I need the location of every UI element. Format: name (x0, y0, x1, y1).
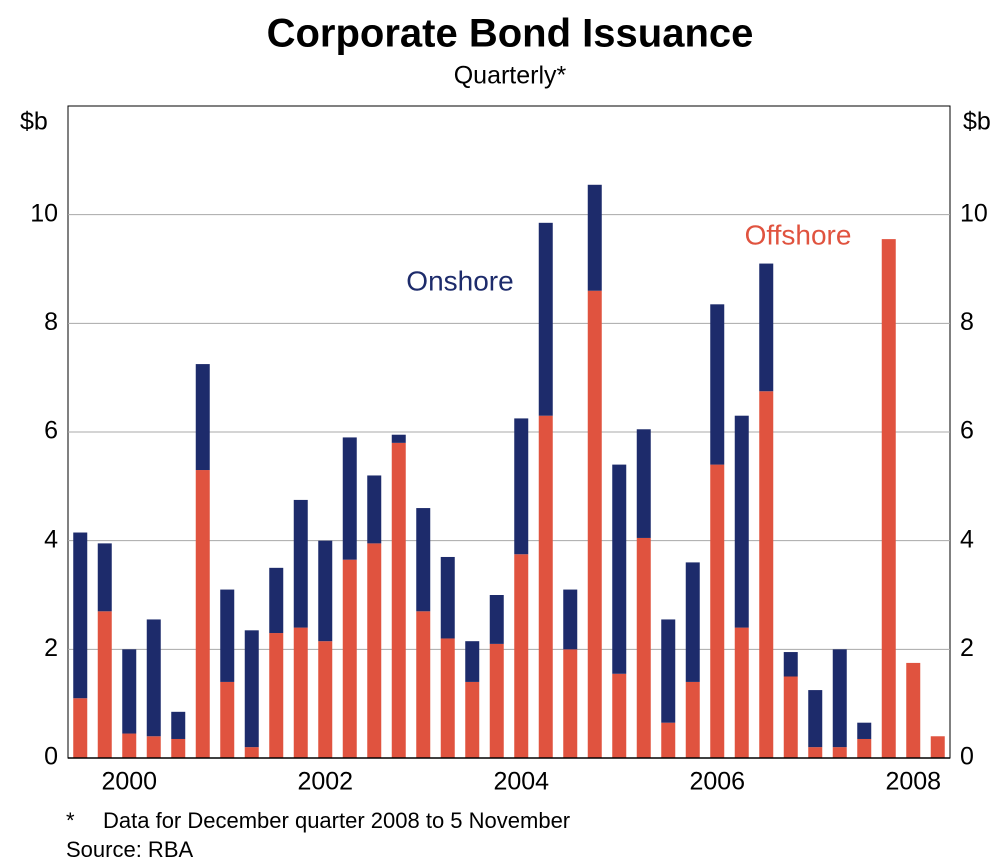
y-tick-label: 4 (44, 525, 58, 553)
bar-segment (195, 364, 210, 471)
y-tick-label: 10 (30, 199, 58, 227)
bar-segment (906, 662, 921, 758)
bar-segment (710, 304, 725, 465)
bar-segment (759, 391, 774, 758)
bar-segment (318, 641, 333, 758)
footnote: Data for December quarter 2008 to 5 Nove… (103, 808, 570, 833)
bar-segment (489, 643, 504, 758)
y2-tick-label: 10 (960, 199, 988, 227)
y2-unit: $b (963, 108, 991, 136)
bar-segment (734, 415, 749, 628)
bar-segment (685, 681, 700, 758)
bar-segment (538, 415, 553, 758)
bar-segment (244, 747, 259, 758)
bar-segment (146, 736, 161, 758)
bar-segment (563, 589, 578, 650)
bar-segment (391, 434, 406, 443)
bar-segment (293, 627, 308, 758)
bar-segment (318, 540, 333, 642)
bar-segment (857, 738, 872, 758)
x-tick-label: 2000 (101, 768, 157, 796)
y2-tick-label: 0 (960, 743, 974, 771)
bar-segment (661, 619, 676, 723)
bar-segment (220, 589, 235, 682)
bar-segment (440, 556, 455, 639)
bar-segment (416, 508, 431, 612)
bar-segment (97, 543, 112, 612)
bar-segment (440, 638, 455, 758)
bar-segment (734, 627, 749, 758)
bar-segment (857, 722, 872, 739)
bar-segment (97, 611, 112, 758)
bar-segment (269, 633, 284, 758)
bar-segment (416, 611, 431, 758)
bar-segment (685, 562, 700, 682)
bar-segment (587, 184, 602, 291)
bar-segment (808, 690, 823, 748)
bar-segment (636, 429, 651, 538)
bar-segment (391, 442, 406, 758)
x-tick-label: 2008 (885, 768, 941, 796)
chart-subtitle: Quarterly* (454, 62, 567, 90)
bar-segment (122, 649, 137, 734)
y2-tick-label: 6 (960, 417, 974, 445)
bar-segment (808, 747, 823, 758)
bar-segment (171, 738, 186, 758)
bar-segment (612, 464, 627, 674)
y-tick-label: 8 (44, 308, 58, 336)
bar-segment (612, 673, 627, 758)
source: Source: RBA (66, 837, 193, 862)
y-tick-label: 6 (44, 417, 58, 445)
bar-segment (244, 630, 259, 748)
footnote-mark: * (66, 808, 75, 833)
bar-segment (367, 543, 382, 758)
bar-segment (710, 464, 725, 758)
bar-segment (538, 222, 553, 416)
bar-segment (73, 532, 88, 699)
bar-segment (465, 681, 480, 758)
bar-segment (465, 641, 480, 682)
bar-segment (342, 559, 357, 758)
bar-segment (587, 290, 602, 758)
bar-segment (783, 676, 798, 758)
bar-segment (514, 418, 529, 555)
bar-segment (220, 681, 235, 758)
y2-tick-label: 8 (960, 308, 974, 336)
bar-segment (881, 239, 896, 758)
bar-segment (661, 722, 676, 758)
bar-segment (293, 499, 308, 628)
y2-tick-label: 2 (960, 634, 974, 662)
bar-segment (122, 733, 137, 758)
bar-segment (171, 711, 186, 739)
x-tick-label: 2006 (689, 768, 745, 796)
y2-tick-label: 4 (960, 525, 974, 553)
x-tick-label: 2004 (493, 768, 549, 796)
series-label: Offshore (745, 219, 852, 250)
bar-segment (759, 263, 774, 392)
y-unit: $b (20, 108, 48, 136)
bar-segment (783, 652, 798, 677)
bar-segment (832, 747, 847, 758)
y-tick-label: 2 (44, 634, 58, 662)
bar-segment (367, 475, 382, 544)
chart-title: Corporate Bond Issuance (267, 12, 754, 56)
series-label: Onshore (406, 265, 513, 296)
bar-segment (832, 649, 847, 748)
bar-segment (636, 537, 651, 758)
bar-segment (269, 567, 284, 634)
bar-segment (514, 554, 529, 758)
bar-segment (489, 595, 504, 644)
y-tick-label: 0 (44, 743, 58, 771)
bar-segment (195, 470, 210, 758)
bar-segment (146, 619, 161, 737)
bar-segment (342, 437, 357, 560)
x-tick-label: 2002 (297, 768, 353, 796)
bar-segment (73, 698, 88, 758)
bar-segment (563, 649, 578, 758)
bar-segment (930, 736, 945, 758)
